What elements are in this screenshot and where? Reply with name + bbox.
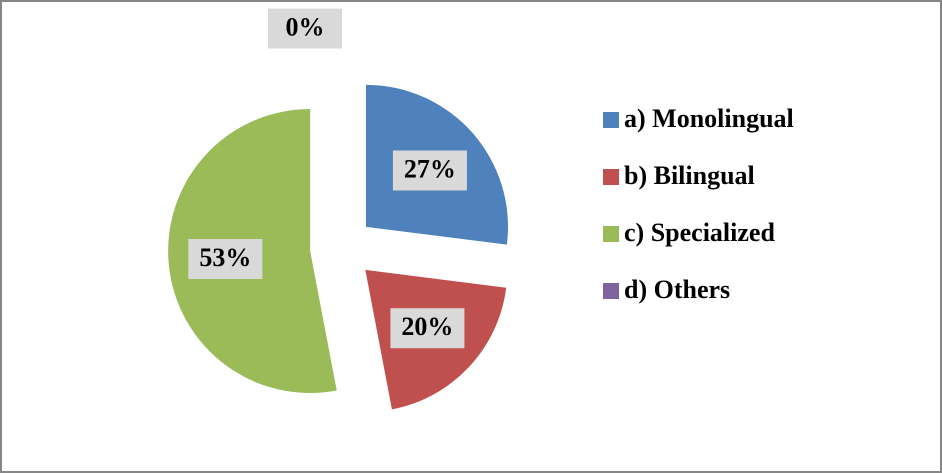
legend-label: b) Bilingual <box>624 161 755 190</box>
legend-swatch <box>603 226 619 242</box>
data-label-box <box>392 150 467 191</box>
legend-label: a) Monolingual <box>624 104 794 133</box>
data-label: 27% <box>404 154 456 183</box>
legend-label: c) Specialized <box>624 218 775 247</box>
data-label-box <box>188 239 263 280</box>
legend-swatch <box>603 112 619 128</box>
legend-swatch <box>603 169 619 185</box>
legend-swatch <box>603 283 619 299</box>
data-label-box <box>390 308 465 349</box>
data-label-box <box>268 8 342 49</box>
legend-label: d) Others <box>624 275 730 304</box>
data-label: 0% <box>286 13 325 42</box>
data-label: 20% <box>401 312 453 341</box>
data-label: 53% <box>199 243 251 272</box>
